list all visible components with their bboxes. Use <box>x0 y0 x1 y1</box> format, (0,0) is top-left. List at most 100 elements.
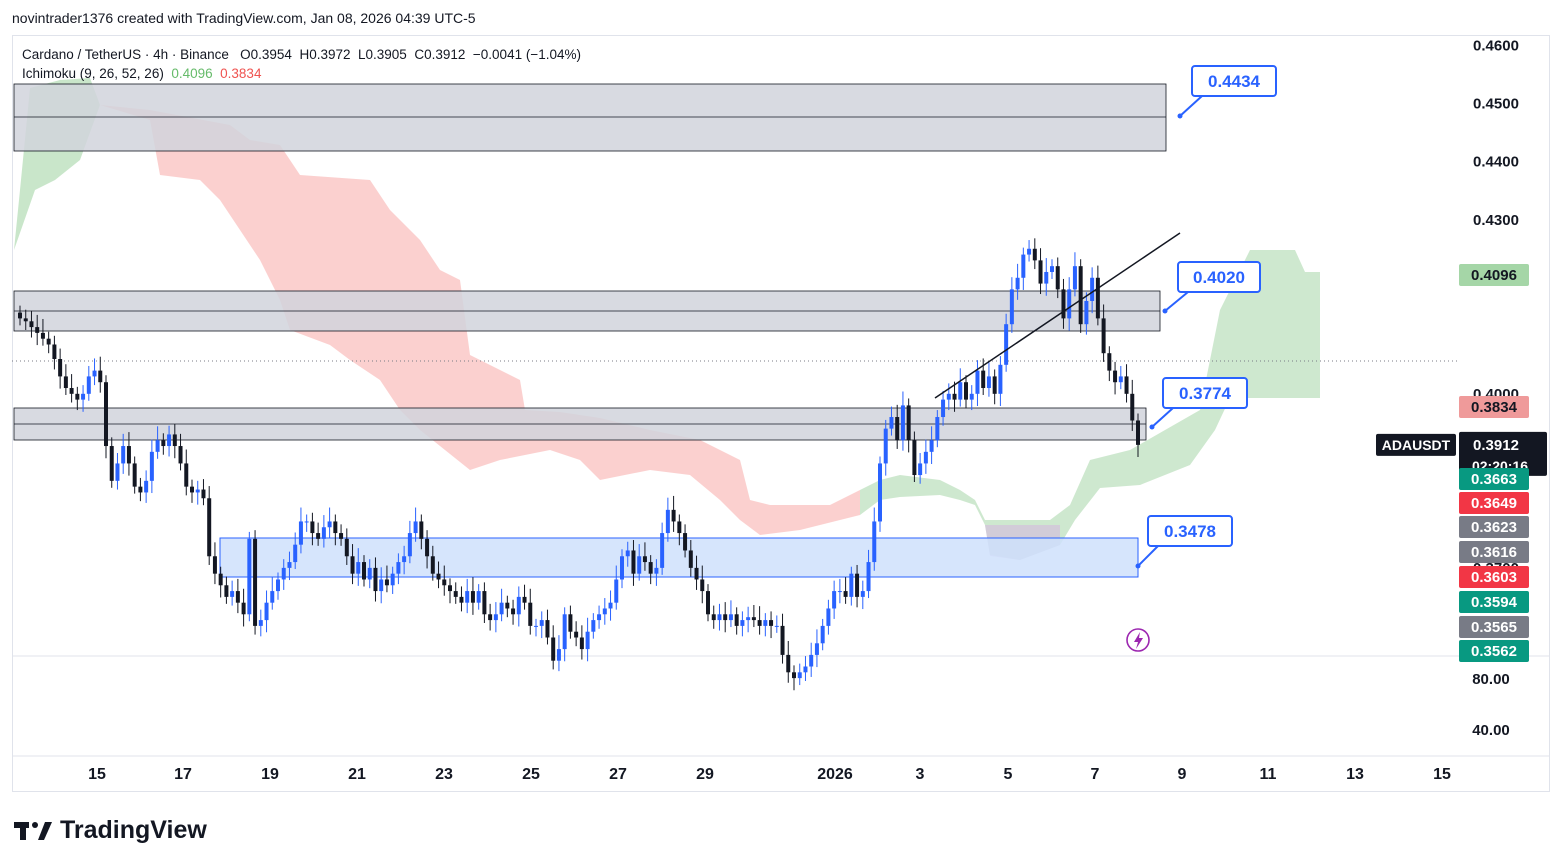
callout-box[interactable] <box>1177 261 1261 293</box>
legend-low: L0.3905 <box>358 47 407 62</box>
candle-body <box>287 562 292 568</box>
candle-body <box>488 614 493 621</box>
time-tick-label: 13 <box>1346 766 1364 783</box>
candle-body <box>218 573 223 586</box>
candle-body <box>912 440 917 476</box>
trendline[interactable] <box>934 232 1181 399</box>
candle-body <box>614 579 619 603</box>
candle-body <box>69 388 74 394</box>
legend-symbol-row: Cardano / TetherUS · 4h · Binance O0.395… <box>22 45 581 64</box>
candle-body <box>849 573 854 597</box>
candle-body <box>717 614 722 621</box>
candle-body <box>1061 289 1066 319</box>
candle-body <box>700 579 705 592</box>
time-tick-label: 17 <box>174 766 192 783</box>
candle-body <box>1078 266 1083 325</box>
candle-body <box>184 463 189 487</box>
candle-body <box>344 538 349 557</box>
candle-body <box>579 637 584 650</box>
callout-box[interactable] <box>1162 377 1248 409</box>
candle-body <box>878 463 882 522</box>
candle-body <box>780 625 785 655</box>
candle-body <box>321 527 326 539</box>
candle-body <box>178 446 183 464</box>
axis-tag-box <box>1459 396 1529 418</box>
candle-body <box>883 428 888 464</box>
candle-body <box>683 533 688 551</box>
candle-body <box>562 614 567 650</box>
price-axis-tags: ADAUSDT 0.391202:20:160.40960.38340.36630… <box>1376 264 1547 662</box>
chart-legend[interactable]: Cardano / TetherUS · 4h · Binance O0.395… <box>22 45 581 83</box>
candle-body <box>986 376 991 389</box>
oscillator-tick-label: 40.00 <box>1472 722 1510 739</box>
candle-body <box>1084 300 1089 325</box>
callout-label: 0.3478 <box>1164 522 1216 541</box>
candle-body <box>138 486 143 493</box>
candle-body <box>1118 376 1123 383</box>
candle-body <box>1072 266 1077 290</box>
callout-anchor <box>1149 424 1155 430</box>
axis-tag-value: 0.3603 <box>1471 569 1517 586</box>
candle-body <box>172 434 177 447</box>
candle-body <box>448 585 452 592</box>
candle-body <box>820 625 825 644</box>
time-axis[interactable]: 15 17 19 21 23 25 27 29 2026 3 5 7 9 11 13 15 <box>88 766 1451 783</box>
lightning-icon[interactable] <box>1126 628 1150 652</box>
candle-body <box>688 550 693 568</box>
price-tick-label: 0.4600 <box>1473 38 1519 55</box>
candle-body <box>98 370 103 383</box>
candle-body <box>29 321 34 328</box>
candle-body <box>792 672 796 679</box>
last-price-tag-box <box>1459 431 1547 476</box>
oscillator-tick-label: 80.00 <box>1472 671 1510 688</box>
time-tick-label: 29 <box>696 766 714 783</box>
candle-body <box>1050 266 1054 272</box>
candle-body <box>121 446 126 464</box>
candle-body <box>258 620 263 626</box>
chart-frame[interactable] <box>12 35 1550 792</box>
candle-body <box>212 556 217 574</box>
candle-body <box>511 608 516 615</box>
time-tick-label: 11 <box>1260 766 1277 783</box>
candle-body <box>1136 420 1140 445</box>
legend-close: C0.3912 <box>414 47 466 62</box>
candle-body <box>190 486 194 493</box>
candle-body <box>276 579 280 592</box>
candle-body <box>964 382 968 400</box>
candle-body <box>585 631 590 650</box>
callout-pointer <box>1179 95 1203 117</box>
price-tick-label: 0.4500 <box>1473 96 1519 113</box>
candle-body <box>642 556 647 563</box>
axis-tag-box <box>1459 640 1529 662</box>
axis-tag-value: 0.3834 <box>1471 399 1518 416</box>
candle-body <box>837 591 842 593</box>
candle-body <box>958 382 963 400</box>
candle-body <box>253 538 258 626</box>
candle-body <box>327 521 332 528</box>
candle-body <box>293 544 298 563</box>
candle-body <box>224 585 229 597</box>
candle-body <box>1044 271 1049 284</box>
callout-box[interactable] <box>1147 515 1233 547</box>
time-tick-label: 19 <box>261 766 279 783</box>
legend-indicator-row: Ichimoku (9, 26, 52, 26) 0.4096 0.3834 <box>22 64 581 83</box>
time-tick-label: 15 <box>1433 766 1451 783</box>
callout-box[interactable] <box>1191 65 1277 97</box>
candle-body <box>923 451 928 464</box>
time-tick-label: 21 <box>348 766 366 783</box>
candle-body <box>706 591 710 615</box>
candle-body <box>167 434 172 447</box>
callout-label: 0.4020 <box>1193 268 1245 287</box>
candles <box>18 238 1140 691</box>
candle-body <box>430 556 435 574</box>
tradingview-logo[interactable]: TradingView <box>14 816 207 845</box>
candle-body <box>1009 289 1014 325</box>
candle-body <box>407 533 412 557</box>
axis-tag-box <box>1459 264 1529 286</box>
candle-body <box>1101 318 1106 354</box>
candle-body <box>648 562 653 574</box>
candle-body <box>992 376 997 394</box>
candle-body <box>201 489 206 499</box>
candle-body <box>270 591 275 603</box>
